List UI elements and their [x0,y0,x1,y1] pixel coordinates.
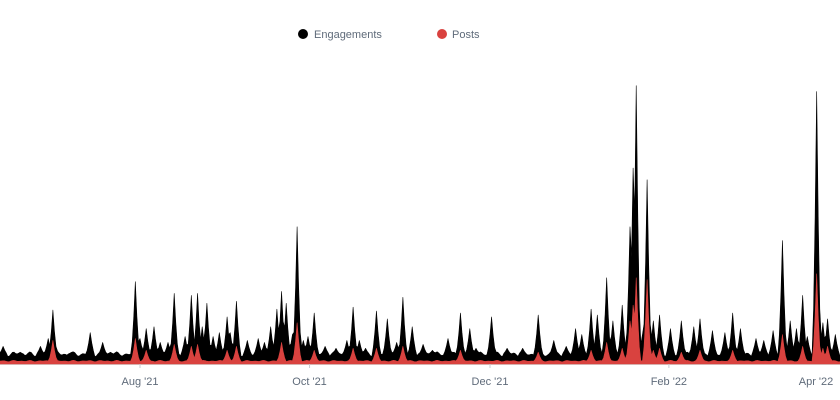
legend-label-engagements: Engagements [314,29,382,41]
x-tick-label: Feb '22 [651,376,687,388]
legend: Engagements Posts [298,29,480,41]
x-axis: Aug '21 Oct '21 Dec '21 Feb '22 Apr '22 [122,364,834,388]
series-area-engagements [0,85,840,365]
legend-marker-posts [437,29,447,39]
x-tick-label: Oct '21 [292,376,327,388]
legend-item-engagements[interactable]: Engagements [298,29,382,41]
legend-marker-engagements [298,29,308,39]
legend-label-posts: Posts [452,29,480,41]
x-tick-label: Aug '21 [122,376,159,388]
x-tick-label: Apr '22 [799,376,834,388]
x-tick-label: Dec '21 [472,376,509,388]
legend-item-posts[interactable]: Posts [437,29,480,41]
plot-area [0,85,840,365]
series-area-posts [0,273,840,365]
